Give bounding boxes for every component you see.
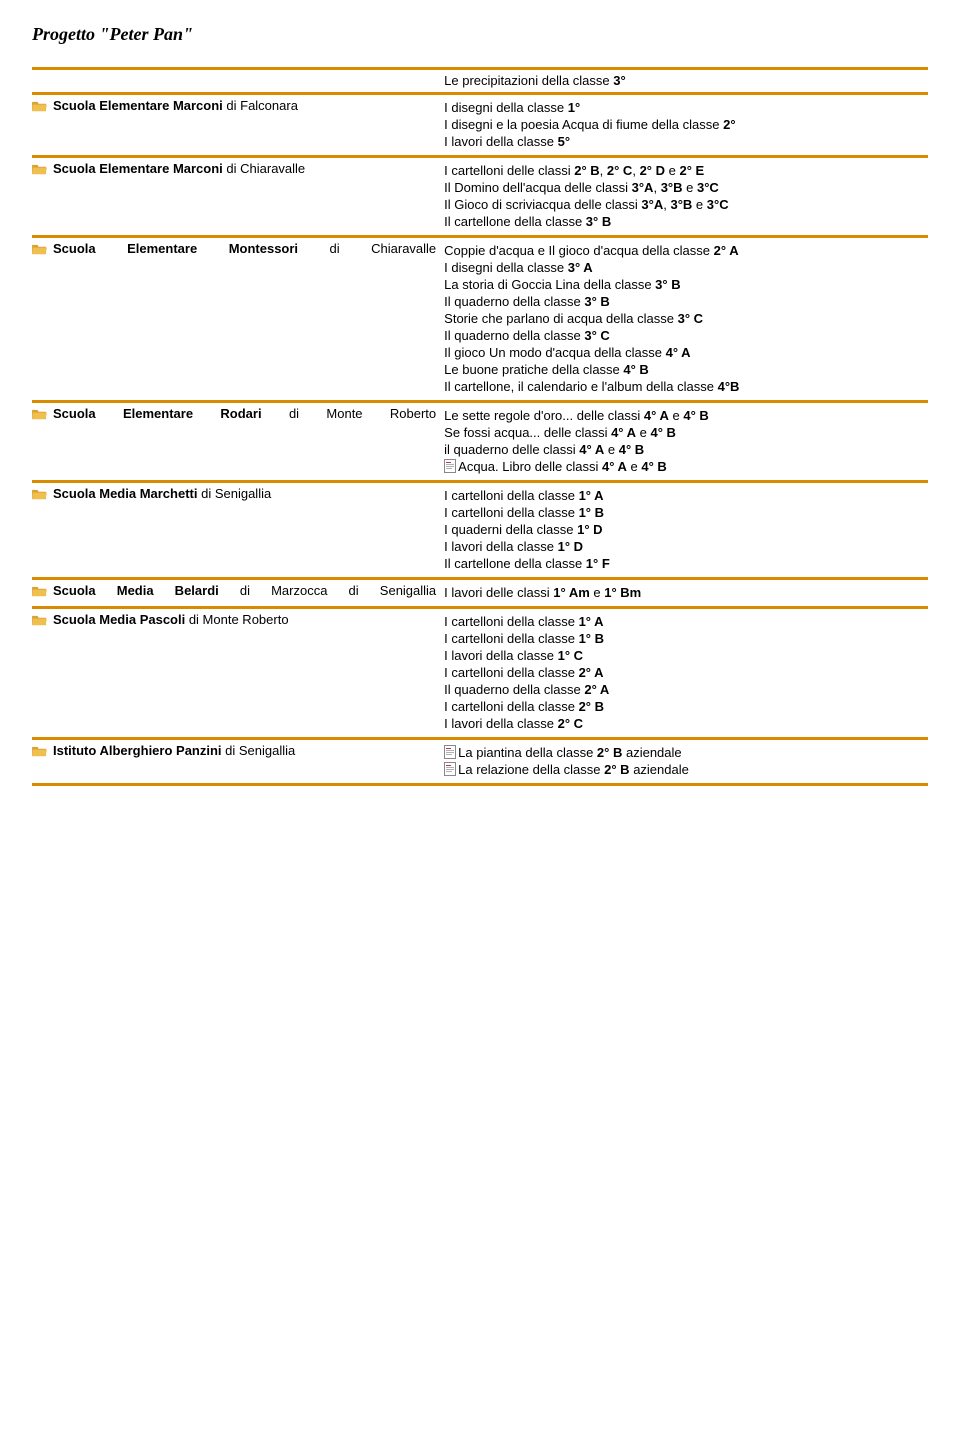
item-line: Le sette regole d'oro... delle classi 4°… xyxy=(444,408,928,423)
school-name-cell: Scuola Elementare Rodari di Monte Robert… xyxy=(32,406,444,421)
item-line: Il gioco Un modo d'acqua della classe 4°… xyxy=(444,345,928,360)
school-name-cell: Scuola Media Belardi di Marzocca di Seni… xyxy=(32,583,444,598)
item-line: il quaderno delle classi 4° A e 4° B xyxy=(444,442,928,457)
item-line: Le buone pratiche della classe 4° B xyxy=(444,362,928,377)
item-line: Il cartellone, il calendario e l'album d… xyxy=(444,379,928,394)
header-row: Le precipitazioni della classe 3° xyxy=(32,67,928,95)
school-name: Scuola Elementare Marconi di Chiaravalle xyxy=(53,161,436,176)
folder-icon xyxy=(32,408,47,421)
content-table: Le precipitazioni della classe 3° Scuola … xyxy=(32,67,928,786)
item-line: I cartelloni della classe 1° A xyxy=(444,488,928,503)
item-line: La relazione della classe 2° B aziendale xyxy=(444,762,928,777)
items-cell: La piantina della classe 2° B aziendale L… xyxy=(444,743,928,779)
header-text: Le precipitazioni della classe 3° xyxy=(444,73,928,88)
folder-icon xyxy=(32,488,47,501)
doc-icon xyxy=(444,762,456,776)
items-cell: I cartelloni della classe 1° A I cartello… xyxy=(444,612,928,733)
item-line: I disegni della classe 1° xyxy=(444,100,928,115)
school-row: Scuola Media Pascoli di Monte Roberto I c… xyxy=(32,609,928,740)
folder-icon xyxy=(32,585,47,598)
item-line: I lavori della classe 5° xyxy=(444,134,928,149)
school-row: Istituto Alberghiero Panzini di Senigall… xyxy=(32,740,928,786)
item-line: I lavori della classe 1° D xyxy=(444,539,928,554)
items-cell: I disegni della classe 1° I disegni e la … xyxy=(444,98,928,151)
school-name: Scuola Elementare Montessori di Chiarava… xyxy=(53,241,436,256)
item-line: Storie che parlano di acqua della classe… xyxy=(444,311,928,326)
item-line: I cartelloni della classe 2° B xyxy=(444,699,928,714)
items-cell: Coppie d'acqua e Il gioco d'acqua della … xyxy=(444,241,928,396)
item-line: La storia di Goccia Lina della classe 3°… xyxy=(444,277,928,292)
item-line: I cartelloni della classe 1° B xyxy=(444,505,928,520)
school-row: Scuola Elementare Marconi di Falconara I … xyxy=(32,95,928,158)
items-cell: I cartelloni delle classi 2° B, 2° C, 2°… xyxy=(444,161,928,231)
school-row: Scuola Elementare Marconi di Chiaravalle… xyxy=(32,158,928,238)
items-cell: Le sette regole d'oro... delle classi 4°… xyxy=(444,406,928,476)
item-line: Il cartellone della classe 1° F xyxy=(444,556,928,571)
item-line: I lavori della classe 2° C xyxy=(444,716,928,731)
school-name: Scuola Elementare Rodari di Monte Robert… xyxy=(53,406,436,421)
doc-icon xyxy=(444,459,456,473)
item-line: I cartelloni della classe 1° A xyxy=(444,614,928,629)
item-line: Coppie d'acqua e Il gioco d'acqua della … xyxy=(444,243,928,258)
school-name: Scuola Media Pascoli di Monte Roberto xyxy=(53,612,436,627)
folder-icon xyxy=(32,745,47,758)
items-cell: I cartelloni della classe 1° A I cartello… xyxy=(444,486,928,573)
item-line: Acqua. Libro delle classi 4° A e 4° B xyxy=(444,459,928,474)
school-name-cell: Scuola Elementare Montessori di Chiarava… xyxy=(32,241,444,256)
school-name-cell: Istituto Alberghiero Panzini di Senigall… xyxy=(32,743,444,758)
item-line: Se fossi acqua... delle classi 4° A e 4°… xyxy=(444,425,928,440)
item-line: La piantina della classe 2° B aziendale xyxy=(444,745,928,760)
item-line: I cartelloni della classe 1° B xyxy=(444,631,928,646)
item-line: I cartelloni della classe 2° A xyxy=(444,665,928,680)
item-line: I cartelloni delle classi 2° B, 2° C, 2°… xyxy=(444,163,928,178)
school-name: Scuola Media Belardi di Marzocca di Seni… xyxy=(53,583,436,598)
item-line: Il quaderno della classe 3° C xyxy=(444,328,928,343)
item-line: Il quaderno della classe 2° A xyxy=(444,682,928,697)
folder-icon xyxy=(32,100,47,113)
page-title: Progetto "Peter Pan" xyxy=(32,24,928,45)
school-name-cell: Scuola Elementare Marconi di Chiaravalle xyxy=(32,161,444,176)
school-row: Scuola Media Belardi di Marzocca di Seni… xyxy=(32,580,928,609)
folder-icon xyxy=(32,163,47,176)
item-line: I lavori della classe 1° C xyxy=(444,648,928,663)
item-line: Il quaderno della classe 3° B xyxy=(444,294,928,309)
item-line: I disegni e la poesia Acqua di fiume del… xyxy=(444,117,928,132)
school-name-cell: Scuola Media Pascoli di Monte Roberto xyxy=(32,612,444,627)
school-name-cell: Scuola Elementare Marconi di Falconara xyxy=(32,98,444,113)
doc-icon xyxy=(444,745,456,759)
school-name: Scuola Media Marchetti di Senigallia xyxy=(53,486,436,501)
item-line: Il Domino dell'acqua delle classi 3°A, 3… xyxy=(444,180,928,195)
school-name: Istituto Alberghiero Panzini di Senigall… xyxy=(53,743,436,758)
folder-icon xyxy=(32,614,47,627)
school-name-cell: Scuola Media Marchetti di Senigallia xyxy=(32,486,444,501)
school-row: Scuola Elementare Montessori di Chiarava… xyxy=(32,238,928,403)
school-name: Scuola Elementare Marconi di Falconara xyxy=(53,98,436,113)
item-line: Il Gioco di scriviacqua delle classi 3°A… xyxy=(444,197,928,212)
item-line: Il cartellone della classe 3° B xyxy=(444,214,928,229)
items-cell: I lavori delle classi 1° Am e 1° Bm xyxy=(444,583,928,602)
school-row: Scuola Elementare Rodari di Monte Robert… xyxy=(32,403,928,483)
item-line: I lavori delle classi 1° Am e 1° Bm xyxy=(444,585,928,600)
item-line: I quaderni della classe 1° D xyxy=(444,522,928,537)
school-row: Scuola Media Marchetti di Senigallia I ca… xyxy=(32,483,928,580)
folder-icon xyxy=(32,243,47,256)
item-line: I disegni della classe 3° A xyxy=(444,260,928,275)
